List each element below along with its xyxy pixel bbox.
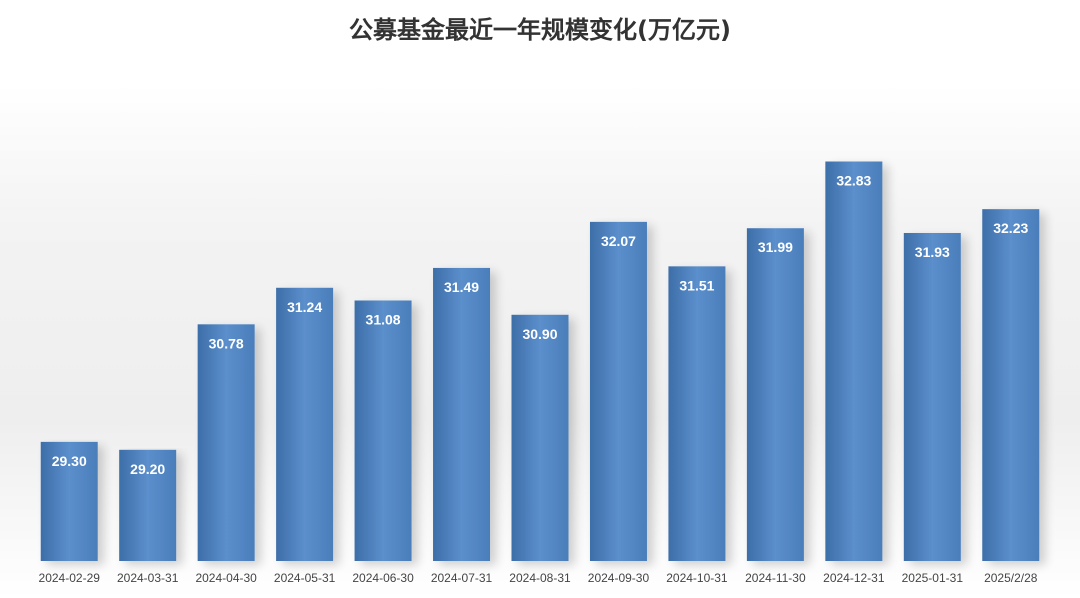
x-tick-2024-06-30: 2024-06-30 xyxy=(352,571,414,585)
bar-2024-10-31 xyxy=(668,266,726,561)
bar-2024-02-29 xyxy=(40,441,98,561)
x-tick-2024-09-30: 2024-09-30 xyxy=(588,571,650,585)
x-axis-tick-labels: 2024-02-29 2024-03-31 2024-04-30 2024-05-31… xyxy=(39,571,1038,585)
data-label-2024-03-31: 29.20 xyxy=(130,461,165,477)
x-tick-2025-01-31: 2025-01-31 xyxy=(902,571,964,585)
bar-2024-03-31 xyxy=(119,449,177,561)
data-label-2024-07-31: 31.49 xyxy=(444,279,479,295)
bar-2024-05-31 xyxy=(276,287,334,561)
x-tick-2024-05-31: 2024-05-31 xyxy=(274,571,336,585)
data-label-2024-12-31: 32.83 xyxy=(836,173,871,189)
x-tick-2024-11-30: 2024-11-30 xyxy=(745,571,806,585)
x-tick-2024-03-31: 2024-03-31 xyxy=(117,571,179,585)
bar-2024-08-31 xyxy=(511,314,569,561)
chart-title: 公募基金最近一年规模变化(万亿元) xyxy=(349,16,731,44)
x-tick-2024-04-30: 2024-04-30 xyxy=(195,571,257,585)
data-label-2024-10-31: 31.51 xyxy=(679,277,714,293)
bar-2025-01-31 xyxy=(903,232,961,561)
data-label-2025-01-31: 31.93 xyxy=(915,244,950,260)
bar-2024-06-30 xyxy=(354,300,412,561)
bar-2024-11-30 xyxy=(746,228,804,562)
bar-2024-04-30 xyxy=(197,324,255,561)
data-label-2024-09-30: 32.07 xyxy=(601,233,636,249)
bars-layer xyxy=(40,161,1040,562)
data-label-2024-05-31: 31.24 xyxy=(287,299,322,315)
data-label-2024-02-29: 29.30 xyxy=(52,453,87,469)
x-tick-2024-10-31: 2024-10-31 xyxy=(666,571,728,585)
bar-2025/2/28 xyxy=(982,209,1040,561)
x-tick-2024-02-29: 2024-02-29 xyxy=(39,571,101,585)
x-tick-2024-12-31: 2024-12-31 xyxy=(823,571,885,585)
x-tick-2025/2/28: 2025/2/28 xyxy=(984,571,1038,585)
data-label-2025/2/28: 32.23 xyxy=(993,220,1028,236)
data-label-2024-08-31: 30.90 xyxy=(522,326,557,342)
data-labels-layer: 29.30 29.20 30.78 31.24 31.08 31.49 30.90 32.07… xyxy=(52,173,1029,477)
data-label-2024-04-30: 30.78 xyxy=(209,335,244,351)
x-tick-2024-08-31: 2024-08-31 xyxy=(509,571,571,585)
data-label-2024-06-30: 31.08 xyxy=(366,311,401,327)
bar-2024-09-30 xyxy=(589,221,647,561)
x-tick-2024-07-31: 2024-07-31 xyxy=(431,571,493,585)
bar-2024-12-31 xyxy=(825,161,883,561)
data-label-2024-11-30: 31.99 xyxy=(758,239,793,255)
bar-2024-07-31 xyxy=(433,267,491,561)
